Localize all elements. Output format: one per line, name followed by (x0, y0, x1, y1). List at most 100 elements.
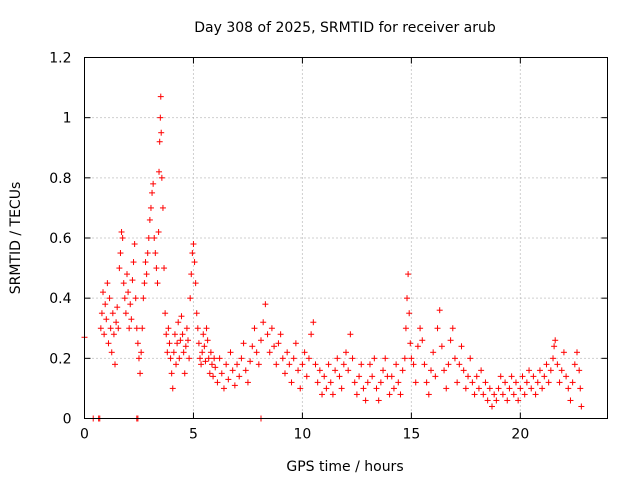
data-point (314, 379, 321, 386)
data-point (449, 325, 456, 332)
data-point (273, 361, 280, 368)
data-point (434, 325, 441, 332)
data-point (194, 325, 201, 332)
x-tick-label: 15 (402, 427, 420, 443)
data-point (190, 241, 197, 248)
data-point (297, 385, 304, 392)
data-point (186, 355, 193, 362)
data-point (158, 129, 165, 136)
data-point (115, 325, 122, 332)
data-point (200, 331, 207, 338)
data-point (502, 379, 509, 386)
data-point (216, 355, 223, 362)
data-point (244, 379, 251, 386)
data-point (563, 373, 570, 380)
data-point (395, 379, 402, 386)
data-point (117, 250, 124, 257)
data-point (204, 337, 211, 344)
data-point (288, 379, 295, 386)
data-point (319, 391, 326, 398)
data-point (156, 168, 163, 175)
x-axis: 0 5 10 15 20 (80, 57, 529, 443)
data-point (486, 385, 493, 392)
data-point (127, 301, 134, 308)
data-point (161, 265, 168, 272)
data-point (174, 340, 181, 347)
data-point (158, 174, 165, 181)
data-point (192, 280, 199, 287)
data-point (404, 295, 411, 302)
data-point (119, 235, 126, 241)
data-point (202, 358, 209, 365)
data-point (327, 379, 334, 386)
data-point (147, 204, 154, 211)
data-point (558, 367, 565, 374)
data-point (345, 367, 352, 374)
data-point (234, 361, 241, 368)
data-point (521, 391, 528, 398)
data-point (495, 385, 502, 392)
data-point (571, 361, 578, 368)
data-point (181, 370, 188, 377)
data-point (247, 358, 254, 365)
data-point (271, 343, 278, 350)
data-point (134, 340, 141, 347)
data-point (112, 361, 119, 368)
data-point (412, 379, 419, 386)
data-point (286, 361, 293, 368)
data-point (552, 337, 559, 344)
data-point (225, 376, 232, 383)
data-point (402, 325, 409, 332)
data-point (132, 295, 139, 302)
data-point (135, 355, 142, 362)
data-point (517, 385, 524, 392)
data-point (371, 355, 378, 362)
data-point (279, 355, 286, 362)
data-point (480, 391, 487, 398)
data-point (152, 250, 159, 257)
data-point (397, 391, 404, 398)
data-point (109, 310, 116, 317)
data-point (149, 189, 156, 196)
data-point (126, 325, 133, 332)
data-point (170, 349, 177, 356)
data-point (116, 265, 123, 272)
data-point (332, 367, 339, 374)
data-point (399, 367, 406, 374)
data-point (316, 367, 323, 374)
data-point (179, 331, 186, 338)
data-point (188, 271, 195, 278)
data-point (334, 355, 341, 362)
data-point (140, 295, 147, 302)
data-point (123, 271, 130, 278)
data-point (258, 337, 265, 344)
data-point (390, 385, 397, 392)
data-point (360, 385, 367, 392)
data-point (162, 310, 169, 317)
data-point (195, 340, 202, 347)
data-point (238, 355, 245, 362)
y-tick-label: 0.2 (49, 351, 71, 367)
data-point (107, 325, 114, 332)
data-point (104, 280, 111, 287)
y-tick-label: 0.8 (49, 171, 71, 187)
data-point (388, 373, 395, 380)
data-point (142, 259, 149, 266)
data-point (185, 337, 192, 344)
data-point (458, 343, 465, 350)
data-point (454, 379, 461, 386)
data-point (364, 379, 371, 386)
data-point (405, 271, 412, 278)
data-point (393, 361, 400, 368)
data-point (447, 337, 454, 344)
data-point (325, 361, 332, 368)
data-point (264, 331, 271, 338)
data-point (475, 385, 482, 392)
data-point (386, 391, 393, 398)
data-point (131, 241, 138, 248)
data-point (510, 391, 517, 398)
data-point (139, 325, 146, 332)
data-point (143, 271, 150, 278)
data-point (523, 379, 530, 386)
data-point (478, 367, 485, 374)
